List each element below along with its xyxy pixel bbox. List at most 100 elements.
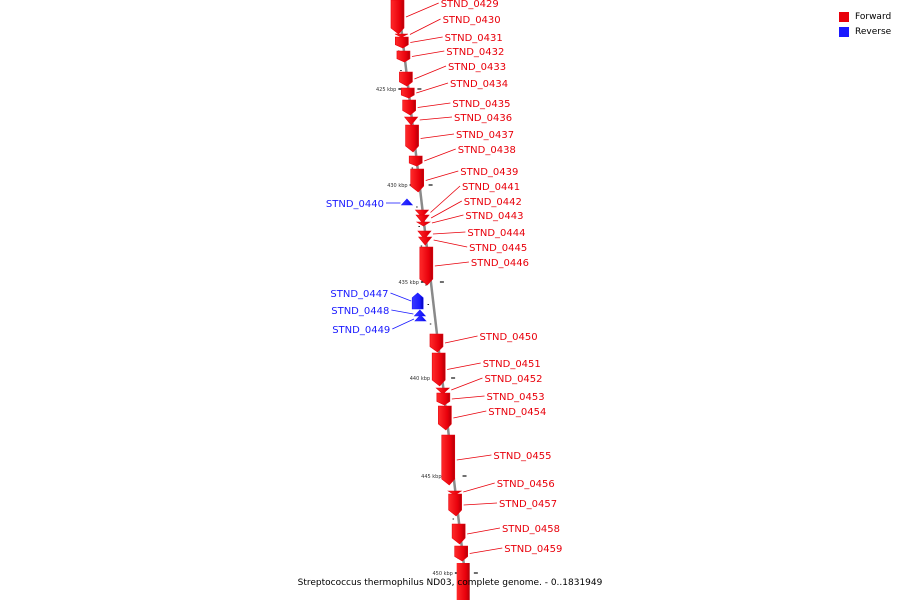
genome-caption: Streptococcus thermophilus ND03, complet… <box>297 578 603 588</box>
leader-line <box>431 214 464 224</box>
leader-line <box>425 170 459 181</box>
leader-line <box>430 200 462 219</box>
gene-feature[interactable] <box>454 545 469 562</box>
gene-feature[interactable] <box>394 33 409 38</box>
leader-line <box>411 50 445 57</box>
leader-line <box>424 148 456 162</box>
gene-feature[interactable] <box>395 36 409 49</box>
leader-line <box>451 377 483 391</box>
leader-line <box>463 482 495 493</box>
gene-feature[interactable] <box>435 387 451 395</box>
gene-feature[interactable] <box>448 493 462 517</box>
leader-line <box>392 318 415 330</box>
gene-feature[interactable] <box>399 71 413 87</box>
gene-label[interactable]: STND_0441 <box>462 182 520 193</box>
gene-feature[interactable] <box>404 116 419 126</box>
gene-label[interactable]: STND_0432 <box>446 47 504 58</box>
gene-feature[interactable] <box>419 246 434 286</box>
leader-line <box>467 527 501 535</box>
major-ticks: 425 kbp 430 kbp 435 kbp 440 kbp 445 kbp 450 k… <box>376 87 478 577</box>
legend-forward-label: Forward <box>855 11 892 22</box>
gene-feature[interactable] <box>411 292 424 310</box>
gene-feature[interactable] <box>402 99 416 116</box>
gene-label[interactable]: STND_0445 <box>469 243 527 254</box>
gene-label[interactable]: STND_0433 <box>448 62 506 73</box>
gene-label[interactable]: STND_0446 <box>471 258 529 269</box>
gene-label[interactable]: STND_0430 <box>443 15 501 26</box>
gene-label[interactable]: STND_0452 <box>484 374 542 385</box>
gene-label[interactable]: STND_0435 <box>452 99 510 110</box>
gene-label[interactable]: STND_0447 <box>330 289 388 300</box>
leader-line <box>390 292 412 302</box>
gene-feature[interactable] <box>405 124 419 153</box>
gene-label[interactable]: STND_0448 <box>331 306 389 317</box>
leader-line <box>420 133 455 139</box>
gene-label[interactable]: STND_0438 <box>458 145 516 156</box>
leader-line <box>456 454 492 461</box>
gene-label[interactable]: STND_0449 <box>332 325 390 336</box>
leader-line <box>405 2 439 18</box>
gene-label[interactable]: STND_0440 <box>326 199 384 210</box>
gene-label[interactable]: STND_0442 <box>464 197 522 208</box>
gene-label[interactable]: STND_0456 <box>497 479 555 490</box>
gene-label[interactable]: STND_0429 <box>441 0 499 10</box>
leader-line <box>409 18 441 35</box>
gene-feature[interactable] <box>451 523 466 545</box>
gene-features <box>390 0 470 600</box>
gene-label[interactable]: STND_0439 <box>460 167 518 178</box>
tick-label: 435 kbp <box>399 280 419 286</box>
leader-line <box>416 82 449 94</box>
gene-label[interactable]: STND_0459 <box>504 544 562 555</box>
gene-feature[interactable] <box>417 230 432 240</box>
leader-line <box>410 36 443 43</box>
gene-label[interactable]: STND_0457 <box>499 499 557 510</box>
gene-feature[interactable] <box>438 405 452 431</box>
gene-feature[interactable] <box>431 352 446 387</box>
gene-label[interactable]: STND_0454 <box>488 407 546 418</box>
tick-label: 445 kbp <box>421 474 441 480</box>
legend-reverse-label: Reverse <box>855 26 892 37</box>
gene-feature[interactable] <box>400 87 415 99</box>
gene-feature[interactable] <box>390 0 405 35</box>
gene-label[interactable]: STND_0458 <box>502 524 560 535</box>
gene-feature[interactable] <box>413 309 427 317</box>
gene-feature[interactable] <box>415 221 431 227</box>
leader-line <box>419 116 453 121</box>
gene-label[interactable]: STND_0453 <box>487 392 545 403</box>
forward-swatch <box>839 11 849 22</box>
gene-label[interactable]: STND_0455 <box>493 451 551 462</box>
gene-label[interactable]: STND_0434 <box>450 79 508 90</box>
gene-feature[interactable] <box>447 490 463 496</box>
gene-label[interactable]: STND_0443 <box>465 211 523 222</box>
gene-label[interactable]: STND_0451 <box>483 359 541 370</box>
gene-feature[interactable] <box>418 236 433 246</box>
tick-label: 450 kbp <box>432 571 452 577</box>
gene-feature[interactable] <box>429 333 444 353</box>
leader-line <box>433 239 468 248</box>
leader-line <box>447 362 481 370</box>
gene-label[interactable]: STND_0444 <box>467 228 525 239</box>
gene-feature[interactable] <box>396 50 411 63</box>
leader-line <box>432 231 466 235</box>
gene-feature[interactable] <box>441 434 456 486</box>
legend-item-reverse: Reverse <box>839 24 891 39</box>
gene-labels: STND_0429 STND_0430 STND_0431 STND_0432 STND… <box>326 0 562 555</box>
gene-feature[interactable] <box>408 155 423 167</box>
gene-feature[interactable] <box>436 392 451 406</box>
gene-feature[interactable] <box>415 214 430 224</box>
leader-line <box>451 395 485 400</box>
gene-feature[interactable] <box>414 209 430 218</box>
leader-line <box>469 547 503 554</box>
gene-label[interactable]: STND_0437 <box>456 130 514 141</box>
leader-line <box>453 410 487 419</box>
gene-feature[interactable] <box>410 168 425 193</box>
leader-line <box>414 65 447 80</box>
legend-item-forward: Forward <box>839 9 891 24</box>
gene-feature[interactable] <box>400 198 414 206</box>
gene-label[interactable]: STND_0436 <box>454 113 512 124</box>
gene-label[interactable]: STND_0450 <box>480 332 538 343</box>
gene-feature[interactable] <box>414 314 427 322</box>
gene-feature <box>456 563 470 600</box>
gene-label[interactable]: STND_0431 <box>445 33 503 44</box>
